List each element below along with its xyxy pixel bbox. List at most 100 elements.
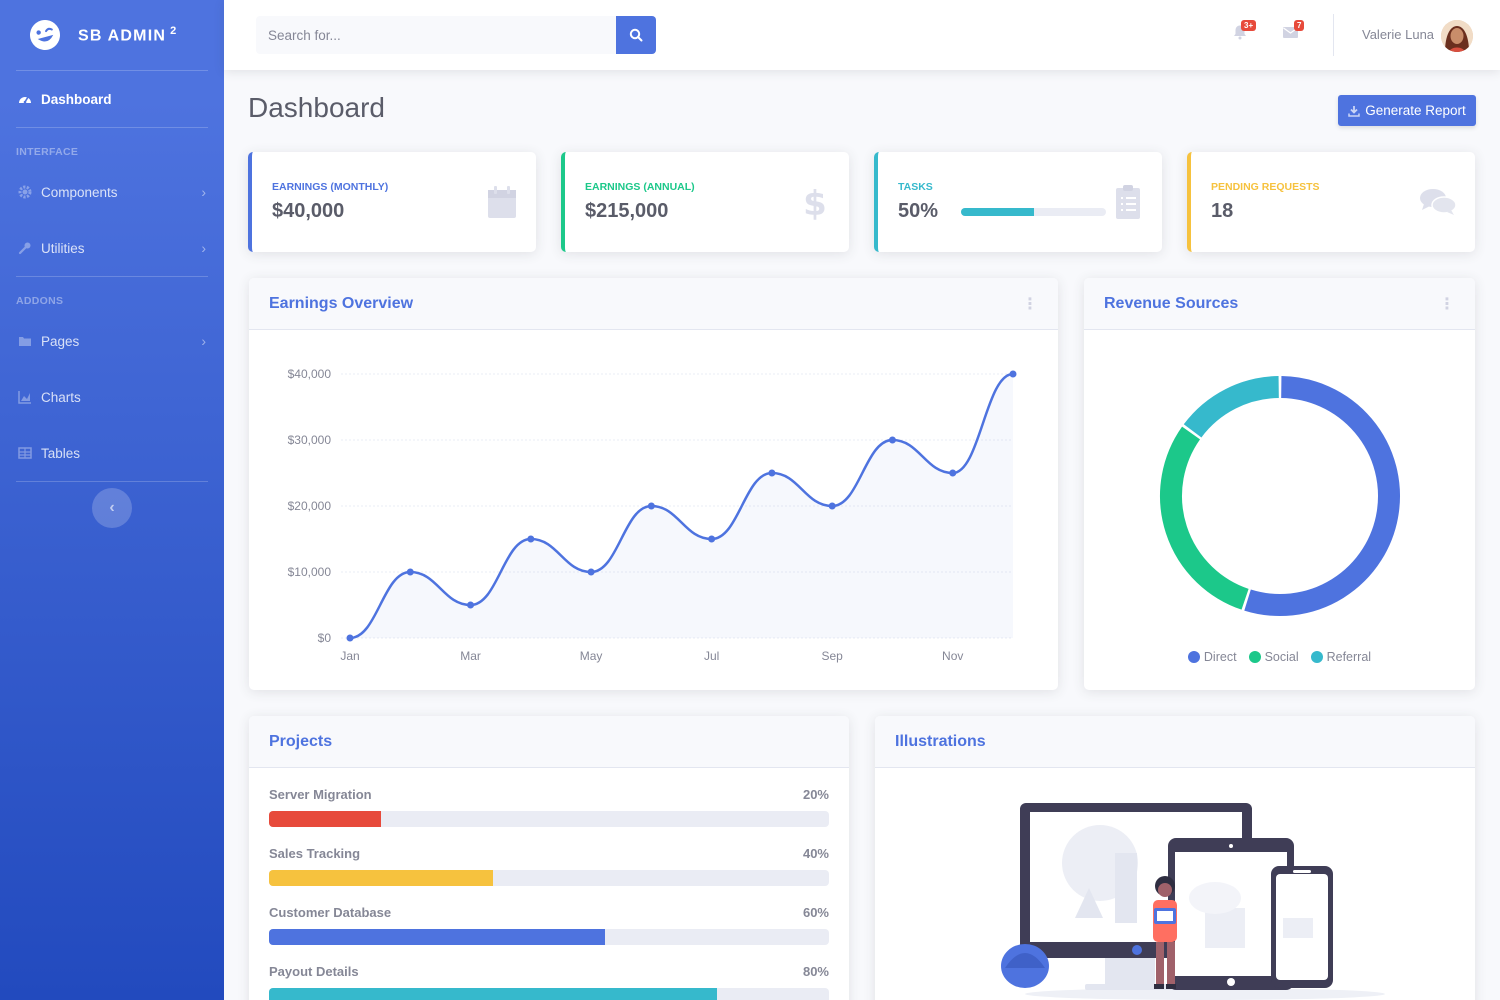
- projects-card: Projects Server Migration 20% Sales Track…: [249, 716, 849, 1000]
- chart-legend: Direct Social Referral: [1084, 650, 1475, 664]
- series-line: [349, 372, 1014, 640]
- sidebar-item-components[interactable]: Components ›: [0, 164, 224, 220]
- comments-icon: [1420, 189, 1457, 215]
- revenue-donut-chart: [1160, 376, 1400, 616]
- sidebar-item-label: Utilities: [41, 240, 85, 256]
- chevron-right-icon: ›: [201, 333, 206, 349]
- sidebar-item-dashboard[interactable]: Dashboard: [0, 71, 224, 127]
- chevron-right-icon: ›: [201, 184, 206, 200]
- project-name: Sales Tracking: [269, 846, 361, 861]
- project-progress-bar: [269, 811, 829, 827]
- data-point: [406, 568, 414, 576]
- card-title: Earnings Overview: [269, 294, 414, 312]
- stat-value: 50%: [898, 200, 939, 222]
- avatar[interactable]: [1441, 20, 1473, 52]
- legend-item-direct: Direct: [1187, 650, 1237, 664]
- y-tick-label: $10,000: [288, 565, 332, 579]
- x-tick-label: Jul: [704, 649, 719, 663]
- ellipsis-v-icon[interactable]: ⋮: [1022, 295, 1038, 313]
- data-point: [1009, 370, 1017, 378]
- ellipsis-v-icon[interactable]: ⋮: [1439, 295, 1455, 313]
- data-point: [647, 502, 655, 510]
- y-tick-label: $30,000: [288, 433, 332, 447]
- earnings-area-chart: $0 $10,000 $20,000 $30,000 $40,000 Jan Mar May J…: [288, 367, 1017, 663]
- messages-dropdown[interactable]: 7: [1282, 20, 1305, 46]
- search-icon: [629, 28, 643, 42]
- stat-card-tasks: Tasks 50%: [874, 152, 1162, 252]
- brand-name: SB ADMIN 2: [78, 24, 178, 45]
- data-point: [708, 535, 716, 543]
- stat-value: 18: [1211, 200, 1234, 222]
- project-row: Customer Database 60%: [269, 905, 829, 945]
- chevron-left-icon: ‹: [109, 499, 115, 516]
- brand-link[interactable]: SB ADMIN 2: [0, 0, 224, 70]
- sidebar-item-pages[interactable]: Pages ›: [0, 313, 224, 369]
- sidebar-item-label: Tables: [41, 445, 81, 461]
- legend-item-social: Social: [1248, 650, 1299, 664]
- project-name: Payout Details: [269, 964, 359, 979]
- search-button[interactable]: [616, 16, 656, 54]
- y-tick-label: $40,000: [288, 367, 332, 381]
- topbar: 3+ 7 Valerie Luna: [224, 0, 1500, 70]
- stat-label: Pending Requests: [1211, 181, 1320, 193]
- sidebar-divider: [16, 276, 208, 277]
- sidebar-divider: [16, 127, 208, 128]
- card-header: Projects: [249, 716, 849, 768]
- stat-card-earnings-monthly: Earnings (Monthly) $40,000: [248, 152, 536, 252]
- search-input[interactable]: [256, 16, 616, 54]
- slice-direct: [1244, 376, 1400, 616]
- x-tick-label: Mar: [460, 649, 481, 663]
- project-progress-fill: [269, 988, 717, 1000]
- sidebar-item-utilities[interactable]: Utilities ›: [0, 220, 224, 276]
- card-header: Revenue Sources ⋮: [1084, 278, 1475, 330]
- generate-report-label: Generate Report: [1365, 103, 1466, 118]
- tachometer-icon: [17, 91, 33, 107]
- sidebar-heading-addons: Addons: [16, 295, 64, 307]
- x-tick-label: May: [580, 649, 603, 663]
- wrench-icon: [17, 240, 33, 256]
- slice-social: [1160, 426, 1249, 610]
- dollar-icon: $: [803, 184, 827, 220]
- devices-illustration: [1001, 803, 1385, 1000]
- legend-item-referral: Referral: [1310, 650, 1371, 664]
- sidebar-item-charts[interactable]: Charts: [0, 369, 224, 425]
- card-title: Revenue Sources: [1104, 294, 1239, 312]
- area-fill: [350, 374, 1013, 638]
- topbar-divider: [1333, 14, 1334, 56]
- data-point: [346, 634, 354, 642]
- laugh-wink-icon: [30, 20, 60, 50]
- project-percent: 60%: [802, 905, 829, 920]
- card-header: Illustrations: [875, 716, 1475, 768]
- alerts-dropdown[interactable]: 3+: [1232, 20, 1257, 46]
- project-percent: 80%: [802, 964, 829, 979]
- stat-value: $215,000: [585, 200, 669, 222]
- sidebar-toggle-button[interactable]: ‹: [92, 488, 132, 528]
- svg-text:$: $: [803, 184, 827, 220]
- alerts-count-badge: 3+: [1241, 20, 1257, 31]
- y-tick-label: $0: [318, 631, 332, 645]
- data-point: [888, 436, 896, 444]
- card-header: Earnings Overview ⋮: [249, 278, 1058, 330]
- stat-label: Earnings (Annual): [585, 181, 695, 193]
- x-tick-label: Nov: [942, 649, 963, 663]
- folder-icon: [17, 333, 33, 349]
- stat-card-pending-requests: Pending Requests 18: [1187, 152, 1475, 252]
- download-icon: [1348, 105, 1360, 117]
- y-tick-label: $20,000: [288, 499, 332, 513]
- data-point: [467, 601, 475, 609]
- sidebar: SB ADMIN 2 Dashboard Interface Components…: [0, 0, 224, 1000]
- stat-card-earnings-annual: Earnings (Annual) $215,000 $: [561, 152, 849, 252]
- project-name: Server Migration: [269, 787, 372, 802]
- user-name[interactable]: Valerie Luna: [1362, 27, 1435, 42]
- data-point: [828, 502, 836, 510]
- project-progress-fill: [269, 929, 605, 945]
- project-name: Customer Database: [269, 905, 392, 920]
- data-point: [587, 568, 595, 576]
- project-progress-fill: [269, 811, 381, 827]
- page-title: Dashboard: [248, 92, 385, 123]
- data-point: [949, 469, 957, 477]
- generate-report-button[interactable]: Generate Report: [1338, 95, 1476, 126]
- sidebar-item-tables[interactable]: Tables: [0, 425, 224, 481]
- stat-label: Tasks: [898, 181, 933, 193]
- slice-referral: [1183, 376, 1280, 438]
